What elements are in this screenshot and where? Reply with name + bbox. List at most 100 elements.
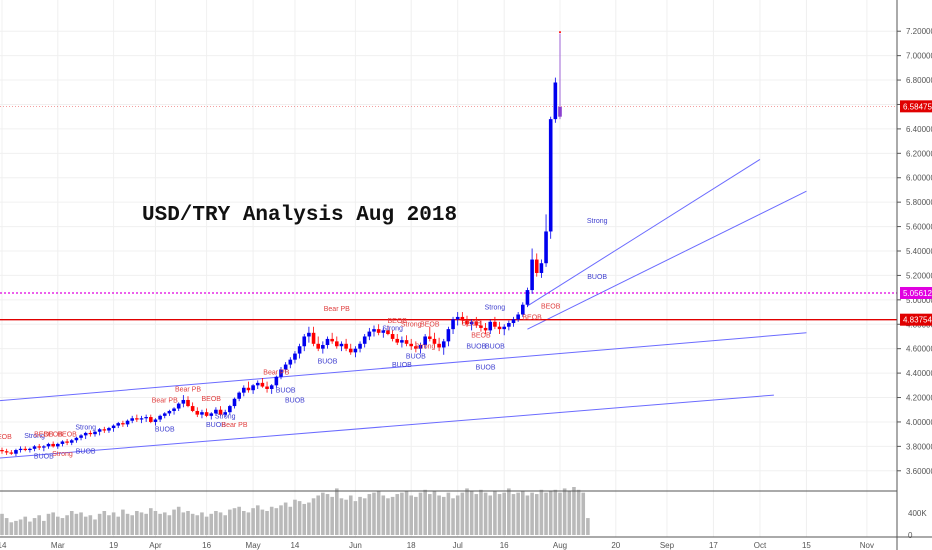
volume-bar [483, 492, 488, 535]
high-marker [559, 31, 561, 34]
time-axis[interactable]: 14 Mar 19 Apr 16 May 14 Jun 18 Jul 16 Aug 20 Sep 17 Oct… [0, 541, 874, 550]
candle-body [353, 348, 358, 353]
volume-bar [60, 518, 65, 535]
candle-body [23, 448, 28, 451]
candle-body [432, 338, 437, 344]
trend-lines [0, 158, 807, 459]
candle-body [428, 336, 432, 339]
pattern-label: BUOB [318, 358, 338, 365]
candle-body [172, 408, 176, 411]
volume-bar [534, 494, 539, 535]
pattern-label: Strong [215, 413, 236, 420]
y-tick-label: 7.200000 [906, 27, 932, 36]
volume-bar [232, 508, 237, 535]
pattern-label: Bear PB [221, 422, 247, 429]
volume-bar [386, 498, 390, 535]
candle-body [135, 418, 139, 420]
volume-bar [414, 496, 418, 535]
candle-body [125, 420, 130, 425]
candle-body [93, 431, 97, 435]
volume-bar [246, 512, 251, 535]
volume-bar [209, 513, 214, 535]
volume-bar [548, 491, 553, 535]
volume-bar [511, 494, 516, 535]
candle-body [455, 316, 460, 320]
volume-bar [521, 491, 525, 535]
x-tick-label: 17 [709, 541, 718, 550]
price-axis[interactable]: 3.600000 3.800000 4.000000 4.200000 4.400000… [897, 27, 932, 476]
y-tick-label: 4.000000 [906, 418, 932, 427]
candle-body [186, 399, 190, 407]
pattern-label: Strong [52, 451, 73, 458]
candle-body [265, 386, 269, 389]
volume-bar [437, 495, 441, 535]
y-tick-label: 4.600000 [906, 345, 932, 354]
candle-body [242, 387, 246, 393]
volume-bar [18, 519, 23, 535]
candle-body [232, 398, 237, 407]
pattern-label: Strong [485, 305, 506, 312]
volume-bar [502, 492, 506, 535]
candle-body [297, 346, 302, 354]
volume-bar [572, 487, 576, 535]
y-tick-label: 5.800000 [906, 198, 932, 207]
chart-title: USD/TRY Analysis Aug 2018 [142, 204, 457, 227]
volume-bar [441, 496, 446, 535]
candle-body [483, 327, 488, 331]
volume-bar [358, 496, 362, 535]
candle-body [511, 319, 516, 324]
candle-body [88, 432, 93, 435]
volume-bar [479, 489, 483, 535]
candle-body [144, 417, 148, 419]
candle-body [190, 406, 195, 411]
volume-bar [423, 489, 427, 535]
candle-body [409, 343, 413, 347]
volume-bar [279, 505, 283, 535]
candle-body [181, 399, 186, 404]
volume-bar [93, 519, 97, 535]
volume-bar [218, 512, 223, 535]
candle-body [367, 331, 372, 337]
trend-line [527, 158, 761, 307]
volume-bar [325, 494, 330, 535]
pattern-label: BEOB [43, 432, 63, 439]
candle-body [311, 332, 316, 344]
volume-bar [516, 492, 520, 535]
price-level-badge [900, 286, 932, 299]
candle-body [446, 329, 451, 342]
candle-body [469, 321, 474, 325]
candle-body [339, 343, 344, 347]
candle-body [316, 343, 320, 349]
price-level-badge-label: 5.05612 [903, 289, 932, 298]
price-level-badge [900, 100, 932, 113]
x-tick-label: Mar [51, 541, 65, 550]
x-tick-label: Nov [860, 541, 874, 550]
pattern-label: BUOB [485, 344, 505, 351]
y-tick-label: 3.800000 [906, 442, 932, 451]
candle-body [214, 409, 218, 414]
volume-bar [260, 509, 265, 535]
volume-bar [255, 505, 260, 535]
volume-bar [400, 492, 404, 535]
volume-bar [539, 489, 544, 535]
volume-bar [4, 518, 9, 535]
x-tick-label: Sep [660, 541, 675, 550]
price-level-lines [0, 106, 897, 321]
volume-bar [493, 491, 497, 535]
volume-bar [223, 515, 227, 535]
candle-body [516, 314, 520, 320]
candle-body [4, 451, 9, 453]
candle-body [46, 443, 51, 447]
candle-body [69, 440, 74, 443]
pattern-label: Bear PB [152, 397, 178, 404]
x-tick-label: 16 [202, 541, 211, 550]
pattern-label: BEOB [420, 322, 440, 329]
volume-bar [125, 513, 130, 535]
volume-bar [330, 496, 334, 535]
pattern-label: BUOB [392, 362, 412, 369]
volume-tick-label: 400K [908, 509, 927, 518]
pattern-label: BUOB [206, 422, 226, 429]
candle-body [158, 415, 162, 420]
candle-body [111, 425, 116, 429]
